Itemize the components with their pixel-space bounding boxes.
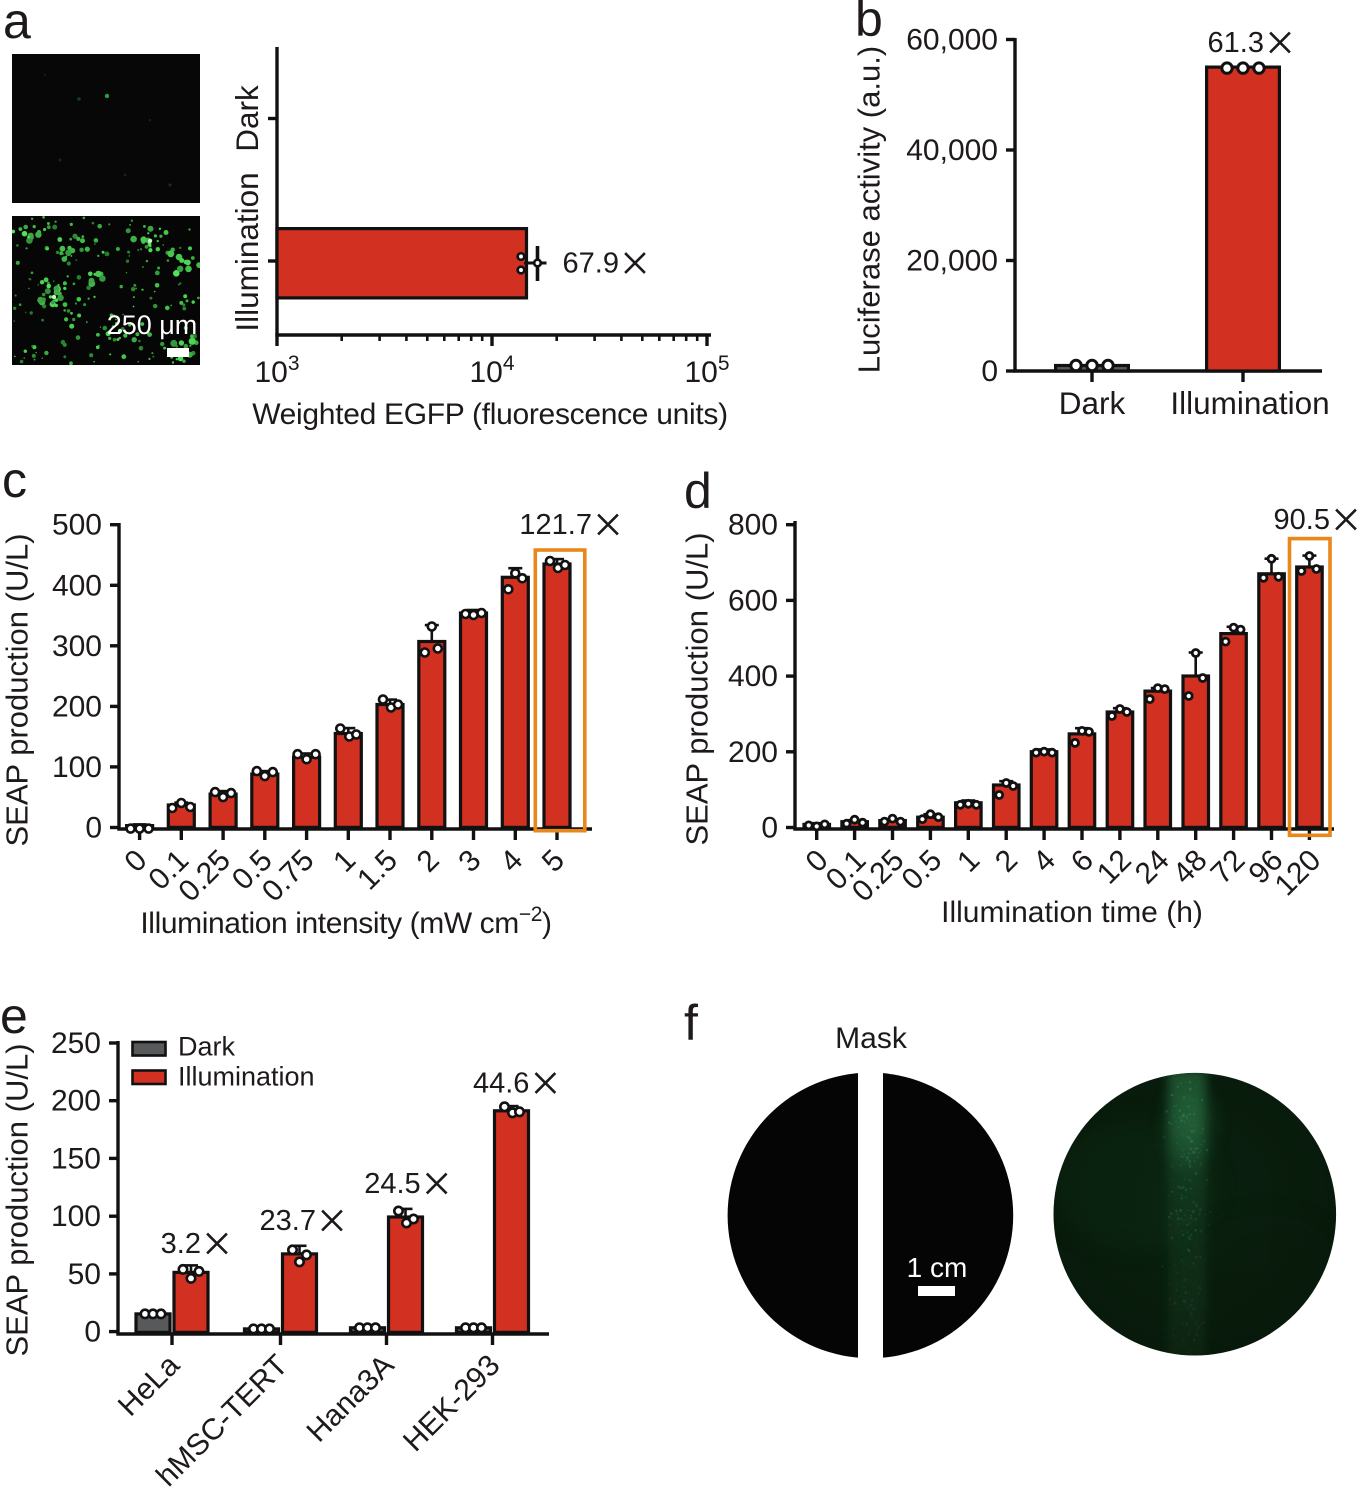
svg-text:d: d [684, 463, 712, 519]
svg-text:121.7: 121.7 [519, 509, 592, 541]
svg-text:600: 600 [728, 584, 778, 617]
svg-text:150: 150 [51, 1142, 101, 1175]
svg-text:Dark: Dark [229, 85, 265, 152]
svg-text:Dark: Dark [178, 1032, 236, 1062]
svg-text:0: 0 [84, 1316, 101, 1349]
svg-text:500: 500 [52, 509, 102, 542]
svg-text:105: 105 [684, 352, 729, 389]
svg-text:b: b [855, 0, 883, 47]
svg-text:24.5: 24.5 [364, 1168, 420, 1200]
svg-text:44.6: 44.6 [473, 1068, 529, 1100]
svg-text:800: 800 [728, 509, 778, 542]
svg-text:1 cm: 1 cm [907, 1252, 968, 1283]
svg-text:67.9: 67.9 [563, 248, 619, 280]
svg-text:90.5: 90.5 [1274, 504, 1330, 536]
svg-text:f: f [684, 995, 698, 1051]
svg-text:400: 400 [52, 569, 102, 602]
svg-text:Illumination time (h): Illumination time (h) [941, 896, 1203, 929]
svg-text:Dark: Dark [1059, 385, 1126, 421]
svg-text:61.3: 61.3 [1208, 27, 1264, 59]
svg-text:200: 200 [728, 736, 778, 769]
svg-text:250: 250 [51, 1027, 101, 1060]
svg-text:100: 100 [52, 751, 102, 784]
svg-text:60,000: 60,000 [906, 24, 998, 57]
svg-text:SEAP production (U/L): SEAP production (U/L) [0, 1043, 35, 1356]
svg-text:50: 50 [68, 1258, 101, 1291]
svg-text:SEAP production (U/L): SEAP production (U/L) [0, 533, 35, 846]
svg-text:23.7: 23.7 [260, 1205, 316, 1237]
svg-text:0: 0 [981, 355, 998, 388]
svg-text:Luciferase activity (a.u.): Luciferase activity (a.u.) [852, 46, 887, 373]
svg-text:400: 400 [728, 660, 778, 693]
svg-text:Mask: Mask [835, 1022, 908, 1055]
svg-text:Illumination intensity (mW cm−: Illumination intensity (mW cm−2) [140, 903, 551, 940]
svg-text:3.2: 3.2 [161, 1228, 201, 1260]
svg-text:250 μm: 250 μm [107, 310, 198, 340]
svg-text:c: c [2, 452, 27, 508]
svg-text:0: 0 [761, 812, 778, 845]
svg-text:20,000: 20,000 [906, 245, 998, 278]
svg-text:Illumination: Illumination [229, 172, 265, 331]
svg-text:a: a [3, 0, 31, 49]
svg-text:0: 0 [85, 812, 102, 845]
svg-text:40,000: 40,000 [906, 134, 998, 167]
svg-text:100: 100 [51, 1200, 101, 1233]
svg-text:Illumination: Illumination [178, 1062, 315, 1092]
svg-text:Illumination: Illumination [1170, 385, 1329, 421]
svg-text:300: 300 [52, 630, 102, 663]
svg-text:200: 200 [52, 690, 102, 723]
svg-text:SEAP production (U/L): SEAP production (U/L) [680, 532, 715, 845]
svg-text:e: e [0, 988, 28, 1044]
svg-text:200: 200 [51, 1085, 101, 1118]
svg-text:Weighted EGFP (fluorescence un: Weighted EGFP (fluorescence units) [252, 398, 728, 431]
